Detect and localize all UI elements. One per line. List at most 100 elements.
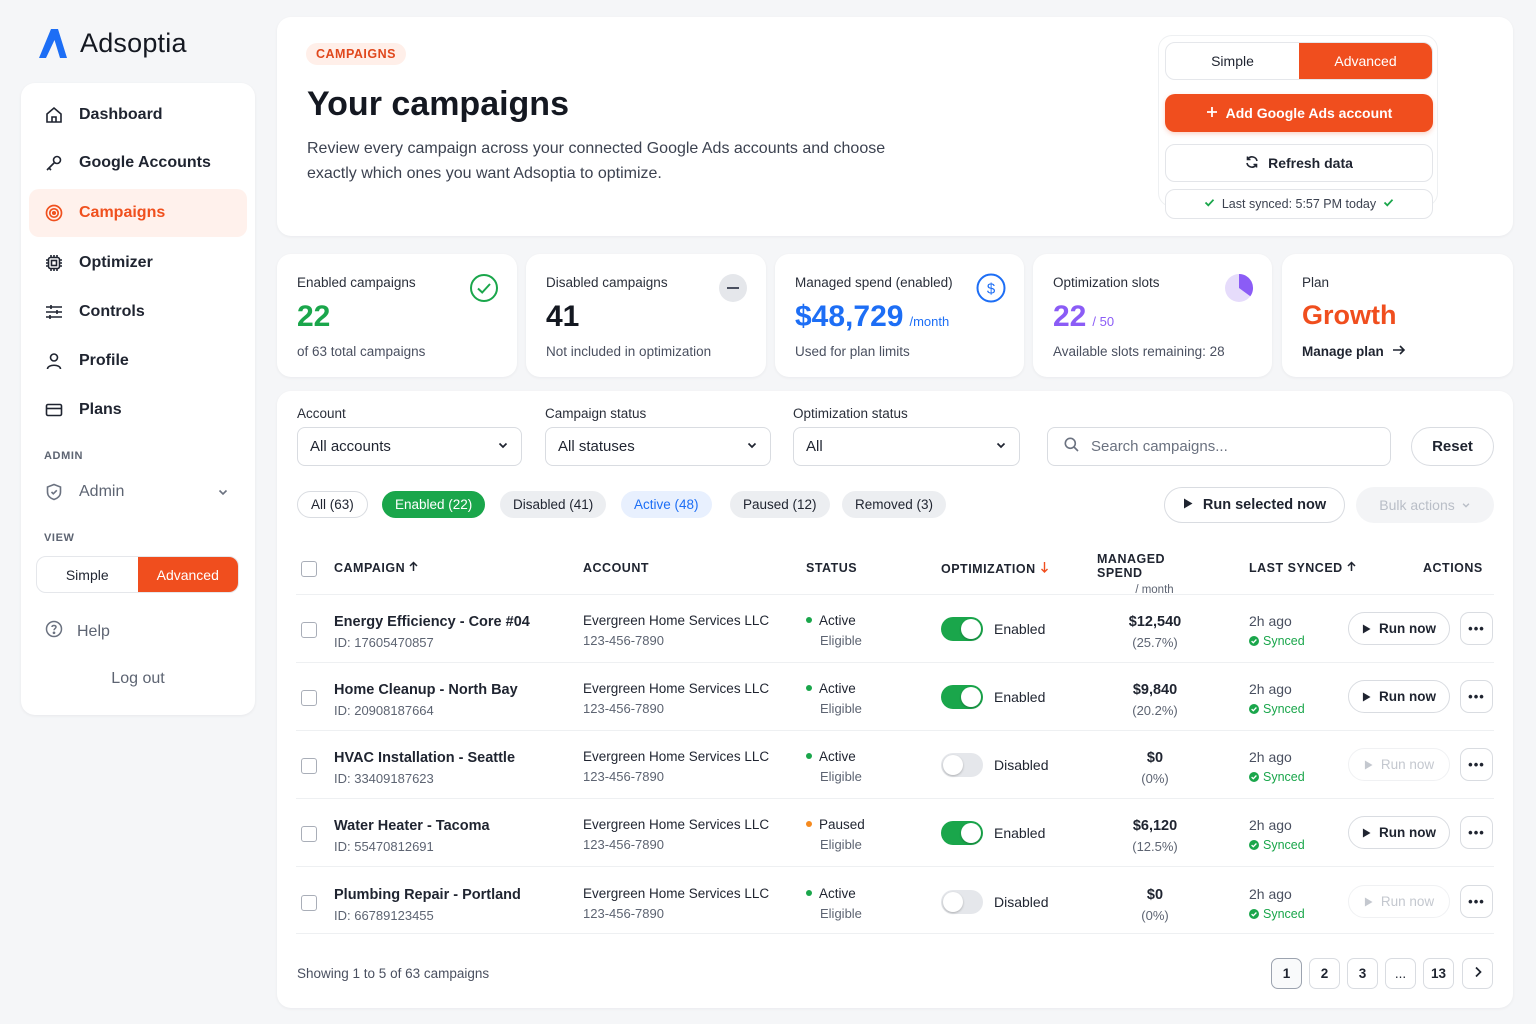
row-checkbox[interactable] — [301, 758, 317, 774]
campaign-name[interactable]: Plumbing Repair - Portland — [334, 887, 521, 903]
sort-up-icon — [409, 561, 418, 575]
optimization-state: Enabled — [994, 689, 1046, 705]
table-row[interactable]: Home Cleanup - North Bay ID: 20908187664 … — [296, 662, 1494, 730]
help-circle-icon — [45, 620, 63, 643]
mode-simple-option[interactable]: Simple — [1211, 53, 1254, 69]
card-icon — [45, 401, 63, 419]
optimization-toggle[interactable] — [941, 617, 983, 641]
row-checkbox[interactable] — [301, 622, 317, 638]
more-actions-button[interactable]: ••• — [1460, 816, 1493, 849]
table-row[interactable]: Energy Efficiency - Core #04 ID: 17605470… — [296, 594, 1494, 662]
chip-all[interactable]: All (63) — [297, 491, 368, 518]
optimization-toggle[interactable] — [941, 890, 983, 914]
brand[interactable]: Adsoptia — [36, 26, 187, 60]
view-advanced-option[interactable]: Advanced — [137, 557, 238, 592]
column-header-last-synced[interactable]: LAST SYNCED — [1249, 561, 1356, 575]
sidebar-item-google-accounts[interactable]: Google Accounts — [29, 139, 247, 187]
sidebar-item-plans[interactable]: Plans — [29, 386, 247, 434]
stat-label: Managed spend (enabled) — [795, 275, 953, 290]
campaigns-table-card: Account All accounts Campaign status All… — [277, 391, 1513, 1008]
account-select[interactable]: All accounts — [297, 427, 522, 466]
run-now-button[interactable]: Run now — [1348, 680, 1450, 713]
stat-sub: Not included in optimization — [546, 344, 712, 359]
optimization-status-select[interactable]: All — [793, 427, 1020, 466]
row-checkbox[interactable] — [301, 690, 317, 706]
row-checkbox[interactable] — [301, 826, 317, 842]
table-row[interactable]: Plumbing Repair - Portland ID: 6678912345… — [296, 866, 1494, 934]
stat-value: 22 — [297, 300, 331, 333]
run-now-button-disabled[interactable]: Run now — [1348, 885, 1450, 918]
campaign-name[interactable]: Water Heater - Tacoma — [334, 818, 490, 834]
more-actions-button[interactable]: ••• — [1460, 885, 1493, 918]
account-cell: Evergreen Home Services LLC 123-456-7890 — [583, 817, 769, 852]
campaign-name[interactable]: HVAC Installation - Seattle — [334, 750, 516, 766]
sidebar-item-controls[interactable]: Controls — [29, 288, 247, 336]
status-cell: Active Eligible — [806, 681, 862, 716]
run-now-button[interactable]: Run now — [1348, 816, 1450, 849]
page-13-button[interactable]: 13 — [1423, 958, 1454, 989]
refresh-data-button[interactable]: Refresh data — [1165, 144, 1433, 182]
campaign-cell: Water Heater - Tacoma ID: 55470812691 — [334, 817, 490, 854]
sidebar-item-admin[interactable]: Admin — [29, 468, 247, 516]
campaign-name[interactable]: Home Cleanup - North Bay — [334, 682, 518, 698]
sidebar-item-profile[interactable]: Profile — [29, 337, 247, 385]
stat-managed-spend: Managed spend (enabled) $48,729/month Us… — [775, 254, 1024, 377]
more-actions-button[interactable]: ••• — [1460, 748, 1493, 781]
optimization-toggle[interactable] — [941, 685, 983, 709]
chip-removed[interactable]: Removed (3) — [842, 491, 947, 518]
spend-percent: (20.2%) — [1132, 703, 1178, 718]
manage-plan-link[interactable]: Manage plan — [1302, 344, 1406, 359]
page-3-button[interactable]: 3 — [1347, 958, 1378, 989]
chip-disabled[interactable]: Disabled (41) — [500, 491, 607, 518]
stat-sub: Available slots remaining: 28 — [1053, 344, 1225, 359]
campaign-name[interactable]: Energy Efficiency - Core #04 — [334, 614, 530, 630]
more-actions-button[interactable]: ••• — [1460, 612, 1493, 645]
search-input[interactable]: Search campaigns... — [1047, 427, 1391, 466]
bulk-actions-button[interactable]: Bulk actions — [1356, 487, 1494, 523]
column-header-optimization[interactable]: OPTIMIZATION — [941, 561, 1049, 576]
run-now-button[interactable]: Run now — [1348, 612, 1450, 645]
chip-paused[interactable]: Paused (12) — [730, 491, 830, 518]
search-icon — [1064, 437, 1079, 456]
add-google-ads-account-button[interactable]: Add Google Ads account — [1165, 94, 1433, 132]
logout-button[interactable]: Log out — [111, 670, 165, 687]
run-now-button-disabled[interactable]: Run now — [1348, 748, 1450, 781]
sidebar-item-dashboard[interactable]: Dashboard — [29, 91, 247, 139]
campaign-id: ID: 55470812691 — [334, 839, 434, 854]
reset-button[interactable]: Reset — [1411, 427, 1494, 466]
chip-enabled[interactable]: Enabled (22) — [382, 491, 486, 518]
stat-value: $48,729/month — [795, 300, 950, 333]
chevron-down-icon — [995, 438, 1007, 455]
page-1-button[interactable]: 1 — [1271, 958, 1302, 989]
play-icon — [1362, 624, 1371, 633]
column-header-campaign[interactable]: CAMPAIGN — [334, 561, 418, 575]
help-label: Help — [77, 622, 110, 640]
sidebar-item-label: Google Accounts — [79, 154, 211, 171]
play-icon — [1364, 897, 1373, 906]
mode-advanced-option[interactable]: Advanced — [1299, 43, 1432, 79]
optimization-toggle[interactable] — [941, 821, 983, 845]
page-2-button[interactable]: 2 — [1309, 958, 1340, 989]
sidebar-item-campaigns[interactable]: Campaigns — [29, 189, 247, 237]
manage-plan-label: Manage plan — [1302, 344, 1384, 359]
help-link[interactable]: Help — [45, 620, 110, 643]
optimization-toggle[interactable] — [941, 753, 983, 777]
status-text: Active — [819, 613, 856, 628]
select-all-checkbox[interactable] — [301, 561, 317, 577]
campaign-cell: HVAC Installation - Seattle ID: 334091876… — [334, 749, 515, 786]
status-cell: Active Eligible — [806, 613, 862, 648]
account-name: Evergreen Home Services LLC — [583, 749, 770, 764]
sidebar-item-optimizer[interactable]: Optimizer — [29, 239, 247, 287]
view-simple-option[interactable]: Simple — [65, 566, 109, 583]
row-checkbox[interactable] — [301, 895, 317, 911]
chip-active[interactable]: Active (48) — [621, 491, 712, 518]
table-row[interactable]: Water Heater - Tacoma ID: 55470812691 Eve… — [296, 798, 1494, 866]
campaign-status-select[interactable]: All statuses — [545, 427, 771, 466]
more-actions-button[interactable]: ••• — [1460, 680, 1493, 713]
table-row[interactable]: HVAC Installation - Seattle ID: 334091876… — [296, 730, 1494, 798]
run-selected-now-button[interactable]: Run selected now — [1164, 487, 1345, 523]
arrow-right-icon — [1392, 344, 1406, 359]
next-page-button[interactable] — [1462, 958, 1493, 989]
spend-percent: (0%) — [1141, 771, 1169, 786]
account-filter-label: Account — [297, 406, 346, 421]
